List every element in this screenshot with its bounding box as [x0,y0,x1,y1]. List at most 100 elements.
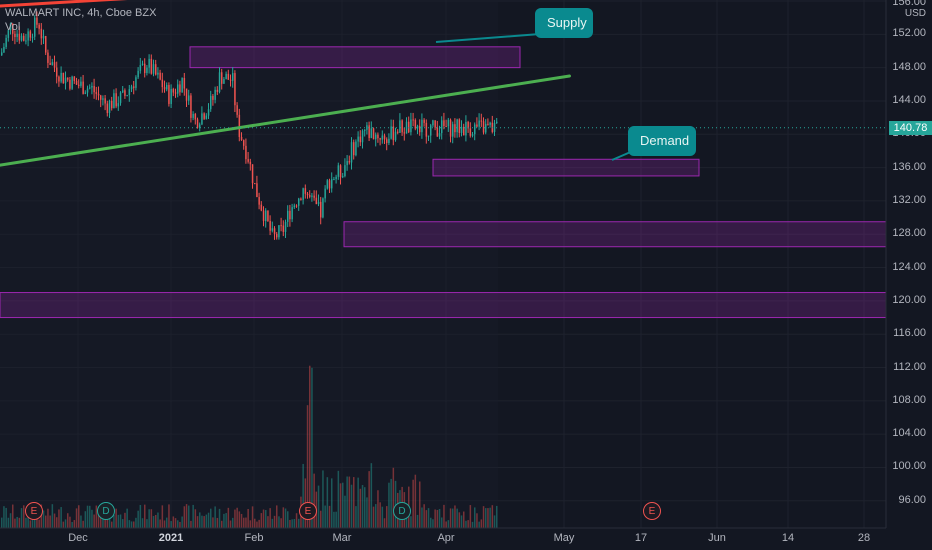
earnings-event-marker[interactable]: E [299,502,317,520]
candle-body [370,128,373,138]
demand-callout[interactable]: Demand [628,126,696,156]
candle-body [119,92,122,104]
candle-body [467,122,469,129]
volume-bar [337,470,340,528]
candle-body [377,134,379,139]
volume-bar [434,509,436,528]
candle-body [469,128,472,136]
symbol-title[interactable]: WALMART INC, 4h, Cboe BZX [5,7,157,19]
candle-body [328,180,331,189]
volume-bar [447,520,450,528]
volume-bar [223,513,225,528]
candle-body [282,225,285,232]
volume-bar [64,519,67,528]
volume-bar [47,508,49,528]
volume-bar [284,508,287,528]
dividend-event-marker[interactable]: D [393,502,411,520]
price-tick-label: 148.00 [892,60,926,73]
volume-bar [436,509,439,528]
volume-bar [71,521,73,528]
volume-bar [493,515,496,528]
volume-bar [412,479,414,528]
candle-body [342,176,344,178]
volume-bar [190,520,192,528]
volume-bar [293,519,296,528]
volume-bar [170,521,172,528]
support-trendline [0,74,572,167]
volume-bar [196,516,199,528]
volume-bar [423,504,425,528]
symbol-legend[interactable]: WALMART INC, 4h, Cboe BZX Vol [5,6,156,34]
supply-callout[interactable]: Supply [535,8,593,38]
candle-body [207,109,210,116]
price-tick-label: 136.00 [892,160,926,173]
candle-body [45,36,47,53]
candle-body [379,138,381,140]
candle-body [251,164,254,184]
volume-bar [53,513,56,528]
candle-body [471,134,474,136]
candle-body [416,125,419,129]
candle-body [38,24,40,29]
volume-bar [172,516,175,528]
time-tick-label: Mar [332,532,352,544]
volume-bar [322,470,324,528]
volume-bar [359,488,362,528]
volume-bar [201,515,203,528]
volume-bar [350,484,353,528]
candle-body [460,126,463,133]
candle-body [419,125,421,133]
volume-bar [449,508,452,528]
volume-bar [487,508,489,528]
volume-bar [119,514,122,528]
demand-zone [343,221,887,248]
volume-bar [5,507,7,528]
volume-bar [159,519,161,528]
volume-bar [91,509,93,528]
volume-bar [460,515,463,528]
demand-zone [0,292,887,319]
volume-bar [427,508,430,528]
candle-body [449,119,452,137]
price-tick-label: 112.00 [893,360,926,373]
volume-bar [108,518,111,528]
volume-bar [282,507,285,528]
volume-bar [320,510,322,528]
candle-body [40,28,43,39]
dividend-event-marker[interactable]: D [97,502,115,520]
volume-bar [313,473,315,528]
volume-bar [326,477,329,528]
earnings-event-marker[interactable]: E [643,502,661,520]
volume-bar [245,517,247,528]
candle-body [95,92,98,94]
candle-body [452,124,454,137]
candle-body [397,131,399,133]
candle-body [427,135,430,137]
volume-bar [247,508,249,528]
volume-bar [348,476,351,528]
volume-bar [100,512,102,528]
candle-body [487,123,489,125]
volume-bar [271,518,274,528]
candle-body [333,179,335,181]
volume-bar [137,510,139,528]
candle-body [218,72,221,92]
volume-bar [339,483,342,528]
volume-bar [51,504,54,528]
candle-body [23,35,25,41]
candle-body [159,72,161,80]
candle-body [381,135,384,140]
volume-bar [7,517,10,528]
volume-bar [309,365,311,528]
earnings-event-marker[interactable]: E [25,502,43,520]
candle-body [254,183,256,185]
volume-bar [377,490,379,528]
candle-body [454,124,456,133]
volume-bar [467,520,469,528]
time-tick-label: 28 [857,532,871,544]
volume-bar [148,509,150,528]
demand-zone [432,158,700,177]
volume-bar [476,513,478,528]
volume-legend[interactable]: Vol [5,21,21,33]
